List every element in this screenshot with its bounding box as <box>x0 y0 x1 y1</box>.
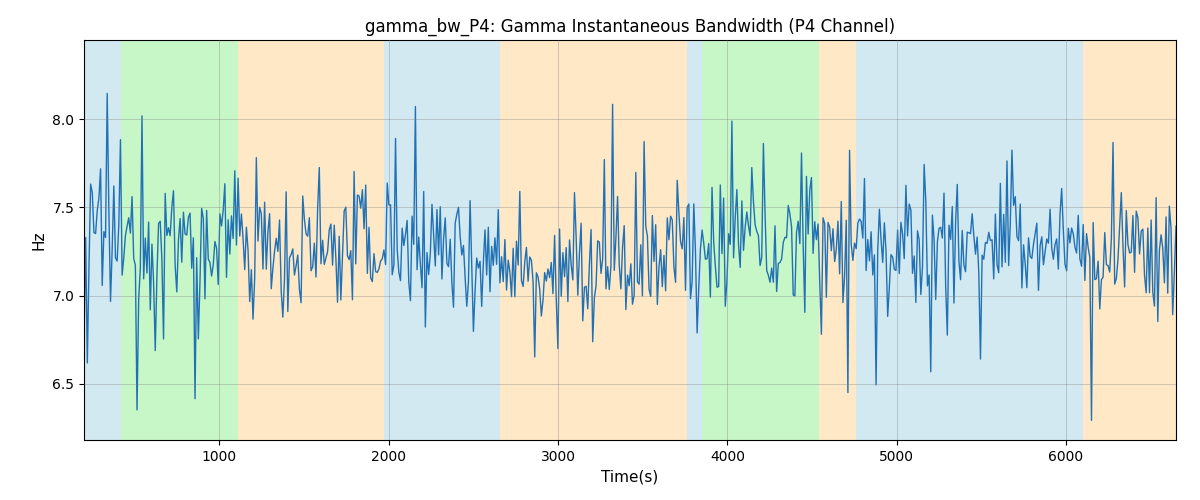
Bar <box>238 40 384 440</box>
Bar <box>84 40 121 440</box>
Bar <box>121 40 238 440</box>
Bar <box>686 40 702 440</box>
Bar <box>856 40 1048 440</box>
Y-axis label: Hz: Hz <box>31 230 47 250</box>
Bar <box>818 40 856 440</box>
Bar <box>702 40 818 440</box>
Bar <box>1048 40 1082 440</box>
X-axis label: Time(s): Time(s) <box>601 470 659 484</box>
Title: gamma_bw_P4: Gamma Instantaneous Bandwidth (P4 Channel): gamma_bw_P4: Gamma Instantaneous Bandwid… <box>365 18 895 36</box>
Bar <box>1082 40 1176 440</box>
Bar <box>384 40 500 440</box>
Bar <box>500 40 686 440</box>
